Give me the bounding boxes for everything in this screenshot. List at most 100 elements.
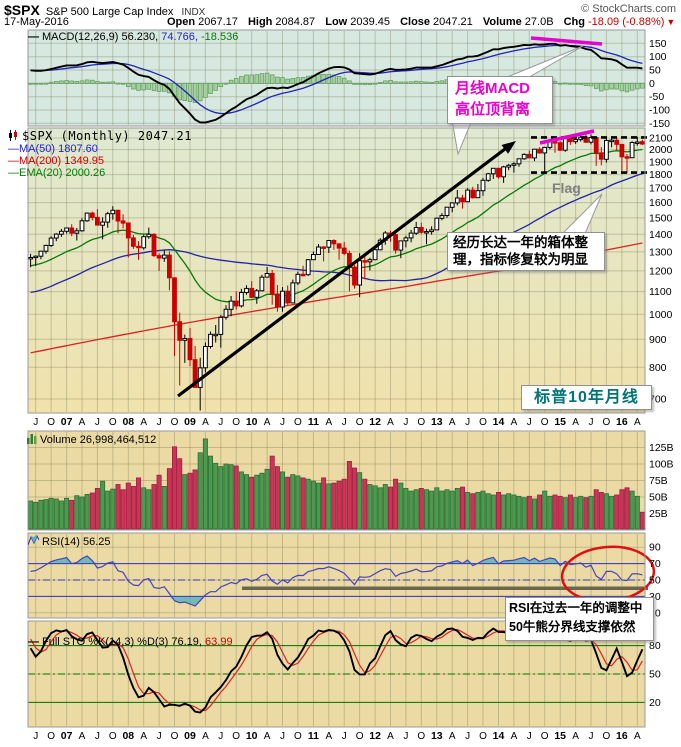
svg-text:08: 08 [122, 730, 134, 742]
svg-text:1900: 1900 [649, 156, 673, 168]
svg-text:J: J [465, 731, 470, 742]
rsi-note-line2: 50牛熊分界线支撑依然 [509, 620, 636, 634]
svg-text:-50: -50 [649, 91, 664, 103]
macd-line-icon: — [28, 31, 39, 43]
macd-note-line1: 月线MACD [455, 80, 530, 97]
svg-text:A: A [140, 731, 147, 742]
chg-label: Chg [563, 16, 585, 28]
svg-text:1100: 1100 [649, 286, 672, 298]
svg-text:0: 0 [649, 78, 655, 90]
svg-text:J: J [527, 731, 532, 742]
svg-text:J: J [527, 417, 532, 428]
svg-text:J: J [157, 731, 162, 742]
svg-text:150: 150 [649, 38, 667, 50]
svg-text:O: O [479, 731, 487, 742]
macd-divergence-note: 月线MACD 高位顶背离 [447, 76, 553, 124]
svg-text:A: A [140, 417, 147, 428]
macd-hist-value: -18.536 [201, 31, 239, 43]
svg-text:A: A [449, 417, 456, 428]
sto-name: Full STO %K(14,3) %D(3) [42, 636, 169, 648]
chg-value: -18.09 (-0.88%) [587, 16, 665, 28]
svg-text:A: A [264, 417, 271, 428]
svg-text:A: A [202, 731, 209, 742]
svg-text:100: 100 [649, 51, 667, 63]
macd-legend: — MACD(12,26,9) 56.230, 74.766, -18.536 [28, 31, 238, 43]
candles [28, 134, 645, 411]
volume-value: 27.0B [524, 16, 554, 28]
copyright-watermark: © StockCharts.com [581, 3, 676, 15]
svg-text:16: 16 [616, 416, 628, 428]
svg-text:A: A [79, 731, 86, 742]
consolidation-note: 经历长达一年的箱体整 理，指标修复较为明显 [447, 232, 605, 271]
svg-text:O: O [232, 417, 240, 428]
svg-text:13: 13 [431, 730, 443, 742]
svg-text:J: J [95, 417, 100, 428]
volume-legend-text: Volume 26,998,464,512 [40, 434, 157, 446]
svg-text:A: A [634, 731, 641, 742]
svg-text:A: A [79, 417, 86, 428]
macd-name: MACD(12,26,9) [42, 31, 119, 43]
svg-text:15: 15 [554, 730, 566, 742]
svg-text:09: 09 [184, 730, 196, 742]
svg-text:O: O [294, 417, 302, 428]
svg-text:50: 50 [649, 669, 661, 681]
svg-text:O: O [356, 731, 364, 742]
svg-text:1500: 1500 [649, 212, 673, 224]
rsi-legend: RSI(14) 56.25 [27, 534, 111, 549]
svg-text:A: A [264, 731, 271, 742]
svg-text:A: A [511, 417, 518, 428]
trend-arrow-head [501, 141, 516, 154]
chart-header: $SPX S&P 500 Large Cap Index INDX [4, 2, 205, 20]
svg-text:O: O [479, 417, 487, 428]
svg-text:J: J [33, 417, 38, 428]
svg-text:-150: -150 [649, 118, 670, 130]
svg-text:J: J [342, 731, 347, 742]
svg-text:O: O [47, 731, 55, 742]
svg-text:14: 14 [493, 416, 505, 428]
svg-text:J: J [403, 731, 408, 742]
drawn-annotations [177, 36, 656, 603]
sto-line-icon: — [28, 636, 39, 648]
svg-text:A: A [572, 731, 579, 742]
svg-text:80: 80 [649, 640, 661, 652]
svg-text:J: J [157, 417, 162, 428]
price-legend-symbol: $SPX (Monthly) 2047.21 [22, 129, 192, 143]
svg-text:1200: 1200 [649, 265, 673, 277]
svg-text:2100: 2100 [649, 132, 673, 144]
volume-label: Volume [482, 16, 522, 28]
svg-text:O: O [356, 417, 364, 428]
rsi-legend-text: RSI(14) 56.25 [42, 536, 111, 548]
ticker-symbol: $SPX [4, 2, 40, 18]
svg-text:1600: 1600 [649, 197, 673, 209]
macd-signal-value: 74.766, [161, 31, 198, 43]
svg-text:75B: 75B [649, 475, 668, 487]
candlestick-icon [8, 130, 19, 143]
svg-text:O: O [417, 731, 425, 742]
rsi-panel [28, 555, 645, 607]
svg-text:16: 16 [616, 730, 628, 742]
svg-text:J: J [465, 417, 470, 428]
ma200-legend: —MA(200) 1349.95 [8, 155, 104, 167]
svg-text:A: A [387, 731, 394, 742]
svg-text:1300: 1300 [649, 246, 673, 258]
close-value: 2047.21 [433, 16, 473, 28]
svg-text:O: O [541, 417, 549, 428]
box-note-line1: 经历长达一年的箱体整 [453, 235, 588, 250]
svg-text:100B: 100B [649, 459, 674, 471]
svg-text:J: J [218, 731, 223, 742]
ema20-legend: —EMA(20) 2000.26 [8, 167, 106, 179]
svg-text:50: 50 [649, 65, 661, 77]
svg-text:O: O [109, 417, 117, 428]
svg-text:10: 10 [649, 607, 661, 619]
axis-labels: 150100500-50-100-15021002000190018001700… [33, 38, 673, 742]
open-value: 2067.17 [198, 16, 238, 28]
svg-text:09: 09 [184, 416, 196, 428]
svg-text:A: A [572, 417, 579, 428]
svg-text:A: A [449, 731, 456, 742]
low-label: Low [325, 16, 348, 28]
svg-text:O: O [47, 417, 55, 428]
svg-text:25B: 25B [649, 508, 668, 520]
rsi-icon [27, 534, 40, 549]
svg-text:A: A [634, 417, 641, 428]
